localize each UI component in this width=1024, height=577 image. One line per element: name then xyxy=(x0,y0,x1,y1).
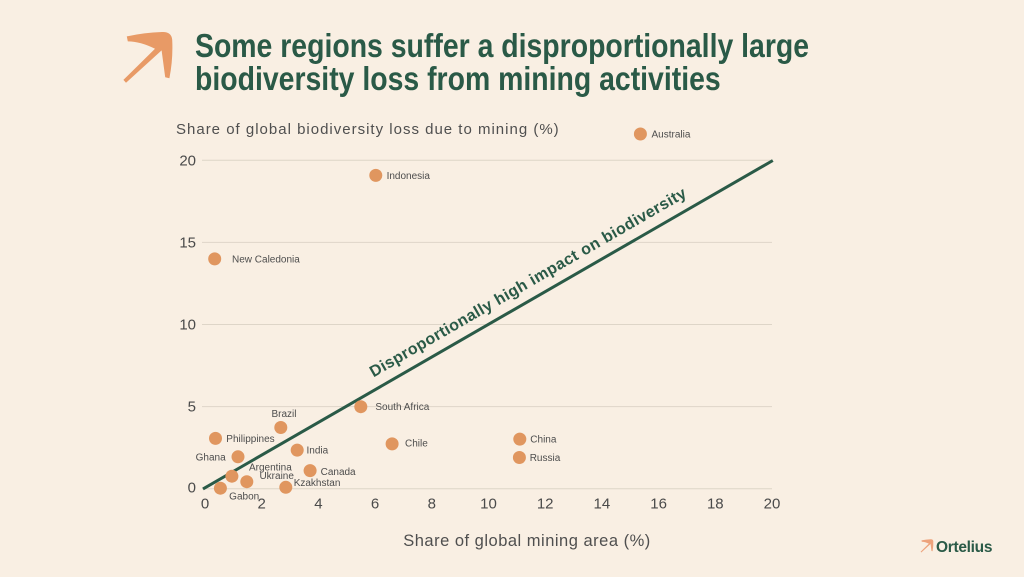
svg-text:16: 16 xyxy=(650,496,667,513)
svg-text:Share of global mining area (%: Share of global mining area (%) xyxy=(403,532,651,550)
svg-text:Brazil: Brazil xyxy=(271,409,296,420)
svg-text:10: 10 xyxy=(179,317,196,334)
svg-text:Argentina: Argentina xyxy=(249,462,292,473)
svg-text:Kzakhstan: Kzakhstan xyxy=(294,478,341,489)
svg-text:20: 20 xyxy=(764,496,781,513)
svg-text:Canada: Canada xyxy=(321,467,356,478)
svg-text:Disproportionally high impact: Disproportionally high impact on biodive… xyxy=(367,185,690,381)
svg-text:Philippines: Philippines xyxy=(226,434,274,445)
svg-text:Russia: Russia xyxy=(530,453,561,464)
svg-text:15: 15 xyxy=(179,234,196,251)
svg-text:Share of global biodiversity l: Share of global biodiversity loss due to… xyxy=(176,121,560,138)
svg-text:Gabon: Gabon xyxy=(229,491,259,502)
svg-text:0: 0 xyxy=(188,479,196,496)
svg-text:6: 6 xyxy=(371,496,379,513)
svg-text:South Africa: South Africa xyxy=(375,402,429,413)
svg-text:14: 14 xyxy=(594,496,611,513)
svg-text:Ukraine: Ukraine xyxy=(259,471,294,482)
svg-text:Australia: Australia xyxy=(652,130,691,141)
svg-text:12: 12 xyxy=(537,496,554,513)
svg-text:China: China xyxy=(530,435,557,446)
svg-text:Chile: Chile xyxy=(405,438,428,449)
svg-text:10: 10 xyxy=(480,496,497,513)
svg-text:5: 5 xyxy=(188,399,196,416)
svg-text:18: 18 xyxy=(707,496,724,513)
svg-text:India: India xyxy=(307,446,329,457)
svg-text:Indonesia: Indonesia xyxy=(387,171,431,182)
svg-text:New Caledonia: New Caledonia xyxy=(232,254,300,265)
svg-text:4: 4 xyxy=(314,496,322,513)
svg-text:2: 2 xyxy=(258,496,266,513)
svg-text:0: 0 xyxy=(201,496,209,513)
svg-text:8: 8 xyxy=(428,496,436,513)
svg-text:20: 20 xyxy=(179,152,196,169)
svg-text:Ghana: Ghana xyxy=(196,452,226,463)
svg-text:Ortelius: Ortelius xyxy=(936,539,992,556)
